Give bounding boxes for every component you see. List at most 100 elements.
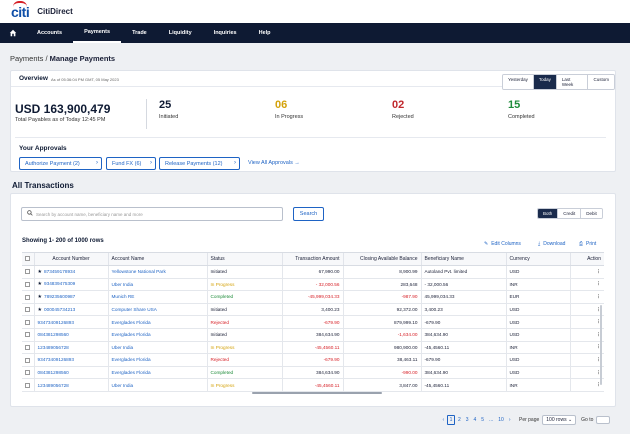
row-checkbox[interactable]	[22, 378, 34, 392]
account-name-cell[interactable]: Everglades Florida	[107, 315, 207, 329]
account-name-cell[interactable]: Uber India	[107, 378, 207, 392]
more-vertical-icon[interactable]: ⋮	[569, 366, 604, 380]
filter-credit[interactable]: Credit	[558, 209, 582, 218]
row-checkbox[interactable]	[22, 303, 34, 317]
goto-page-input[interactable]	[596, 416, 611, 424]
table-row[interactable]: 123489056728 Uber India In Progress -45,456…	[22, 341, 604, 355]
row-checkbox[interactable]	[22, 290, 34, 304]
account-number-cell[interactable]: ★ 000045734213	[33, 303, 108, 317]
account-number-link[interactable]: 934839475309	[43, 281, 76, 287]
home-icon[interactable]	[0, 29, 26, 37]
nav-payments[interactable]: Payments	[73, 23, 122, 43]
account-name-cell[interactable]: Uber India	[107, 278, 207, 292]
more-vertical-icon[interactable]: ⋮	[569, 303, 604, 317]
row-checkbox[interactable]	[22, 366, 34, 380]
prev-page-button[interactable]: ‹	[442, 417, 445, 423]
more-vertical-icon[interactable]: ⋮	[569, 378, 604, 392]
period-yesterday[interactable]: Yesterday	[503, 75, 534, 89]
page-4[interactable]: 4	[473, 417, 477, 423]
table-row[interactable]: 123489056728 Uber India In Progress -45,456…	[22, 378, 604, 392]
account-name-cell[interactable]: Uber India	[107, 341, 207, 355]
page-1[interactable]: 1	[446, 415, 456, 425]
account-number-link[interactable]: 123489056728	[37, 344, 69, 350]
account-name-cell[interactable]: Everglades Florida	[107, 328, 207, 342]
account-name-cell[interactable]: Everglades Florida	[107, 353, 207, 367]
star-icon[interactable]: ★	[37, 306, 42, 313]
account-number-cell[interactable]: 93473409126893	[33, 315, 108, 329]
account-number-cell[interactable]: ★ 789235600987	[33, 290, 108, 304]
account-number-cell[interactable]: 93473409126893	[33, 353, 108, 367]
account-name-cell[interactable]: Computer Share USA	[107, 303, 207, 317]
table-row[interactable]: 93473409126893 Everglades Florida Rejected…	[22, 315, 604, 329]
edit-columns-button[interactable]: ✎ Edit Columns	[484, 241, 521, 247]
account-number-link[interactable]: 000045734213	[43, 306, 76, 312]
account-number-cell[interactable]: ★ 873459178934	[33, 265, 108, 279]
table-row[interactable]: 084381298560 Everglades Florida Initiated 3…	[22, 328, 604, 342]
more-vertical-icon[interactable]: ⋮	[569, 328, 604, 342]
nav-accounts[interactable]: Accounts	[37, 30, 63, 36]
citi-logo[interactable]: citi	[11, 0, 30, 20]
release-payments-button[interactable]: Release Payments (12) ›	[159, 157, 240, 170]
vertical-scrollbar[interactable]	[600, 305, 602, 385]
star-icon[interactable]: ★	[37, 268, 42, 275]
account-name-cell[interactable]: Munich RE	[107, 290, 207, 304]
horizontal-scrollbar[interactable]	[252, 392, 382, 394]
row-checkbox[interactable]	[22, 315, 34, 329]
account-number-link[interactable]: 873459178934	[43, 268, 76, 274]
search-button[interactable]: Search	[293, 207, 324, 221]
table-row[interactable]: 084381298560 Everglades Florida Completed 3…	[22, 366, 604, 380]
account-name-cell[interactable]: Everglades Florida	[107, 366, 207, 380]
star-icon[interactable]: ★	[37, 281, 42, 288]
row-checkbox[interactable]	[22, 265, 34, 279]
fund-fx-button[interactable]: Fund FX (6) ›	[106, 157, 156, 170]
nav-help[interactable]: Help	[258, 30, 271, 36]
more-vertical-icon[interactable]: ⋮	[569, 353, 604, 367]
search-input[interactable]: Search by account name, beneficiary name…	[21, 207, 283, 221]
col-account-name[interactable]: Account Name	[107, 252, 207, 266]
col-currency[interactable]: Currency	[505, 252, 570, 266]
more-vertical-icon[interactable]: ⋮	[569, 341, 604, 355]
col-account-number[interactable]: Account Number	[33, 252, 108, 266]
account-number-link[interactable]: 123489056728	[37, 382, 69, 388]
per-page-select[interactable]: 100 rows ⌄	[542, 415, 577, 425]
stat-completed[interactable]: 15 Completed	[508, 99, 535, 120]
table-row[interactable]: 93473409126893 Everglades Florida Rejected…	[22, 353, 604, 367]
page-3[interactable]: 3	[465, 417, 469, 423]
table-row[interactable]: ★ 934839475309 Uber India In Progress - 32,0…	[22, 278, 604, 292]
account-number-link[interactable]: 084381298560	[37, 332, 69, 338]
row-checkbox[interactable]	[22, 278, 34, 292]
breadcrumb-payments[interactable]: Payments	[10, 54, 44, 63]
page-5[interactable]: 5	[481, 417, 485, 423]
more-vertical-icon[interactable]: ⋮	[569, 315, 604, 329]
table-row[interactable]: ★ 789235600987 Munich RE Completed -45,999,0…	[22, 290, 604, 304]
table-row[interactable]: ★ 000045734213 Computer Share USA Initiated…	[22, 303, 604, 317]
authorize-payment-button[interactable]: Authorize Payment (2) ›	[19, 157, 102, 170]
row-checkbox[interactable]	[22, 353, 34, 367]
account-number-cell[interactable]: 123489056728	[33, 341, 108, 355]
col-transaction-amount[interactable]: Transaction Amount	[281, 252, 343, 266]
next-page-button[interactable]: ›	[508, 417, 511, 423]
nav-inquiries[interactable]: Inquiries	[213, 30, 237, 36]
nav-liquidity[interactable]: Liquidity	[168, 30, 192, 36]
more-vertical-icon[interactable]: ⋮	[569, 290, 604, 304]
account-number-link[interactable]: 93473409126893	[37, 319, 75, 325]
account-name-cell[interactable]: Yellowstone National Park	[107, 265, 207, 279]
download-button[interactable]: ⤓ Download	[538, 241, 565, 247]
table-row[interactable]: ★ 873459178934 Yellowstone National Park In…	[22, 265, 604, 279]
col-status[interactable]: Status	[206, 252, 282, 266]
account-number-link[interactable]: 789235600987	[43, 293, 76, 299]
stat-in-progress[interactable]: 06 In Progress	[275, 99, 303, 120]
row-checkbox[interactable]	[22, 328, 34, 342]
more-vertical-icon[interactable]: ⋮	[569, 265, 604, 279]
row-checkbox[interactable]	[22, 341, 34, 355]
nav-trade[interactable]: Trade	[132, 30, 147, 36]
col-beneficiary-name[interactable]: Beneficiary Name	[420, 252, 506, 266]
account-number-cell[interactable]: 084381298560	[33, 328, 108, 342]
stat-rejected[interactable]: 02 Rejected	[392, 99, 414, 120]
account-number-link[interactable]: 93473409126893	[37, 357, 75, 363]
account-number-link[interactable]: 084381298560	[37, 370, 69, 376]
period-today[interactable]: Today	[533, 75, 557, 89]
select-all-checkbox[interactable]	[22, 252, 34, 266]
period-custom[interactable]: Custom	[588, 75, 614, 89]
page-10[interactable]: 10	[498, 417, 504, 423]
